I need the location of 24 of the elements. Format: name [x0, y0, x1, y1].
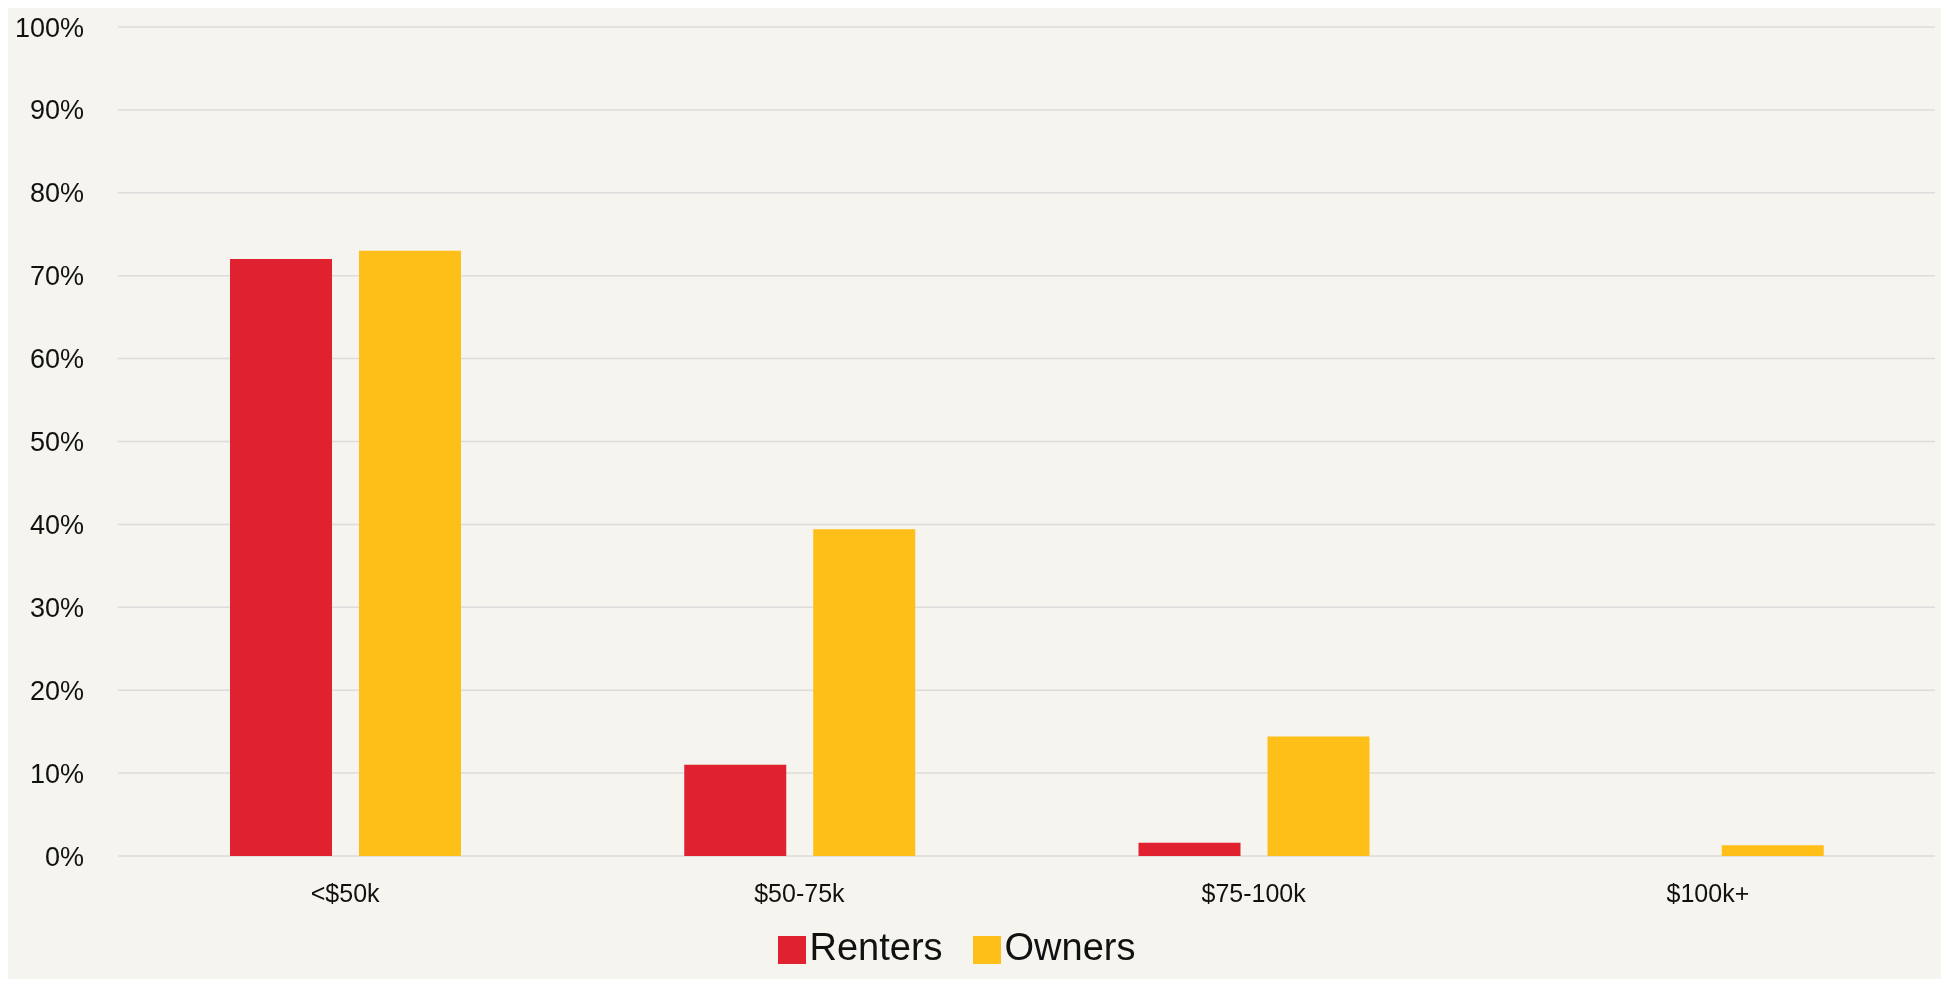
x-tick-label: $100k+ — [1666, 878, 1750, 907]
y-tick-label: 20% — [29, 675, 84, 706]
y-tick-label: 60% — [29, 344, 84, 375]
y-tick-label: 40% — [29, 509, 84, 540]
y-tick-label: 90% — [29, 95, 84, 126]
bar — [230, 259, 332, 856]
legend-label: Renters — [809, 926, 943, 968]
y-tick-label: 50% — [29, 427, 84, 458]
y-tick-label: 80% — [29, 178, 84, 209]
legend-label: Owners — [1004, 926, 1136, 968]
bar — [1267, 736, 1370, 856]
y-tick-label: 100% — [14, 12, 84, 43]
bar — [684, 764, 787, 856]
x-tick-label: $50-75k — [754, 878, 846, 907]
bar — [1721, 845, 1824, 856]
x-tick-label: $75-100k — [1201, 878, 1307, 907]
x-tick-label: <$50k — [310, 878, 381, 907]
y-tick-label: 30% — [29, 592, 84, 623]
bar — [359, 250, 461, 856]
bar — [1138, 842, 1241, 856]
y-tick-label: 0% — [44, 841, 84, 872]
y-tick-label: 70% — [29, 261, 84, 292]
y-tick-label: 10% — [29, 758, 84, 789]
bar — [813, 529, 916, 856]
